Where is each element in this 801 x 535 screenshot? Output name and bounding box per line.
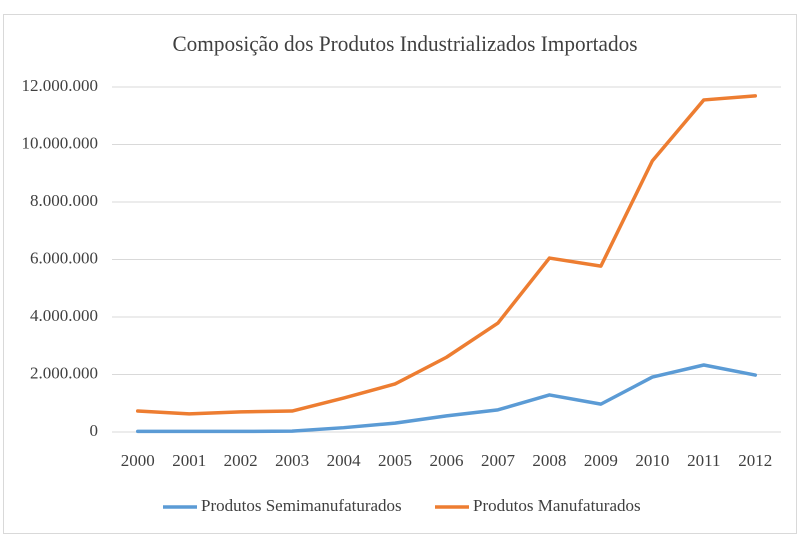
series-line bbox=[135, 363, 758, 434]
chart-frame bbox=[3, 14, 797, 534]
x-tick-label: 2012 bbox=[738, 451, 772, 470]
y-tick-label: 0 bbox=[90, 421, 99, 440]
x-tick-label: 2001 bbox=[172, 451, 206, 470]
x-tick-label: 2004 bbox=[327, 451, 362, 470]
x-tick-label: 2002 bbox=[224, 451, 258, 470]
y-tick-label: 12.000.000 bbox=[22, 76, 99, 95]
legend-label: Produtos Manufaturados bbox=[473, 496, 641, 515]
x-tick-label: 2000 bbox=[121, 451, 155, 470]
x-tick-label: 2005 bbox=[378, 451, 412, 470]
y-tick-label: 10.000.000 bbox=[22, 133, 99, 152]
x-tick-label: 2011 bbox=[687, 451, 720, 470]
x-tick-label: 2010 bbox=[635, 451, 669, 470]
x-tick-label: 2008 bbox=[532, 451, 566, 470]
chart-title: Composição dos Produtos Industrializados… bbox=[173, 31, 638, 56]
x-tick-label: 2003 bbox=[275, 451, 309, 470]
y-tick-label: 2.000.000 bbox=[30, 363, 98, 382]
x-tick-label: 2007 bbox=[481, 451, 516, 470]
legend-label: Produtos Semimanufaturados bbox=[201, 496, 402, 515]
y-tick-label: 6.000.000 bbox=[30, 248, 98, 267]
y-tick-label: 4.000.000 bbox=[30, 306, 98, 325]
x-tick-label: 2006 bbox=[430, 451, 464, 470]
y-tick-label: 8.000.000 bbox=[30, 191, 98, 210]
x-tick-label: 2009 bbox=[584, 451, 618, 470]
series-line bbox=[135, 94, 758, 416]
